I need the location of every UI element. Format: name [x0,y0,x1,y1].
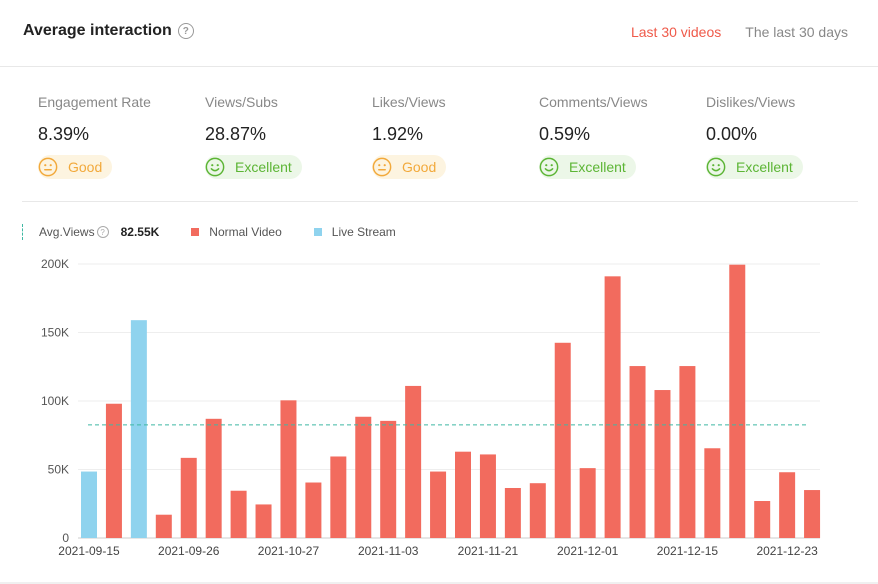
x-tick-label: 2021-12-01 [557,544,619,558]
rating-badge: Excellent [539,155,636,179]
metric-label: Likes/Views [372,94,446,110]
normal-video-bar [529,483,546,538]
period-tabs: Last 30 videos The last 30 days [631,24,848,40]
x-tick-label: 2021-12-15 [657,544,719,558]
smile-face-icon [539,157,559,177]
y-tick-label: 0 [62,531,69,545]
legend-live-label: Live Stream [331,225,396,239]
x-tick-label: 2021-09-26 [158,544,220,558]
live-stream-bar [81,471,97,538]
smile-face-icon [706,157,726,177]
section-title-wrap: Average interaction ? [23,22,194,40]
avg-line-marker [22,224,23,240]
metric-label: Engagement Rate [38,94,151,110]
normal-video-bar [455,451,471,538]
normal-video-bar [579,468,596,538]
normal-video-bar [180,457,197,538]
rating-label: Excellent [736,159,793,175]
normal-video-bar [380,420,397,538]
metric-value: 0.00% [706,124,758,144]
metric-value: 8.39% [38,124,90,144]
normal-video-bar [729,264,746,538]
normal-video-bar [230,490,247,538]
metric-comments-views: Comments/Views 0.59% Excellent [539,94,706,183]
bottom-border [0,582,878,584]
metric-value: 28.87% [205,124,267,144]
metric-label: Views/Subs [205,94,278,110]
avg-views-label: Avg.Views [39,225,95,239]
normal-video-bar [804,490,821,538]
x-tick-label: 2021-11-03 [358,544,419,558]
views-bar-chart: 0 50K 100K 150K 200K 2021-09-15 2021-09-26 2021… [41,257,821,558]
normal-video-bar [504,487,521,538]
y-tick-label: 150K [41,326,69,340]
metric-engagement-rate: Engagement Rate 8.39% Good [38,94,205,183]
x-tick-label: 2021-09-15 [58,544,120,558]
normal-video-bar [280,400,297,538]
rating-badge: Excellent [205,155,302,179]
avg-views-value: 82.55K [120,225,160,239]
y-tick-label: 100K [41,394,69,408]
normal-video-bar [205,418,222,538]
avg-views-label-wrap: Avg.Views ? [39,225,109,239]
normal-video-bar [754,501,771,538]
help-icon[interactable]: ? [96,226,109,238]
section-divider [22,201,858,202]
x-tick-label: 2021-11-21 [458,544,519,558]
normal-video-bar [105,403,122,538]
rating-badge: Good [38,155,113,179]
help-icon[interactable]: ? [177,23,194,39]
neutral-face-icon [372,157,392,177]
smile-face-icon [205,157,225,177]
rating-badge: Excellent [706,155,803,179]
normal-video-bar [604,276,621,538]
chart-legend: Avg.Views ? 82.55K Normal Video Live Str… [22,223,428,241]
normal-video-bar [255,504,272,538]
normal-video-bar [305,482,322,538]
metric-value: 1.92% [372,124,424,144]
x-tick-label: 2021-12-23 [756,544,818,558]
normal-video-bar [779,472,796,538]
normal-video-bar [679,366,696,538]
normal-video-bar [355,416,372,538]
normal-video-bar [704,448,721,538]
metric-label: Comments/Views [539,94,648,110]
metric-likes-views: Likes/Views 1.92% Good [372,94,539,183]
section-header: Average interaction ? Last 30 videos The… [0,0,878,67]
normal-video-bar [430,471,447,538]
normal-video-bar [629,366,646,538]
rating-label: Good [402,159,437,175]
normal-video-bar [330,456,347,538]
section-title: Average interaction [23,22,172,39]
normal-video-bar [155,514,172,538]
metrics-row: Engagement Rate 8.39% Good Views/Subs 28… [38,94,873,183]
rating-label: Excellent [235,159,292,175]
metric-value: 0.59% [539,124,591,144]
y-tick-label: 50K [48,463,69,477]
y-tick-label: 200K [41,257,69,271]
legend-swatch-live [313,228,322,236]
live-stream-bar [130,320,147,538]
tab-last-30-videos[interactable]: Last 30 videos [630,24,722,40]
normal-video-bar [654,390,671,538]
rating-label: Excellent [569,159,626,175]
normal-video-bar [405,385,422,538]
metric-views-subs: Views/Subs 28.87% Excellent [205,94,372,183]
metric-label: Dislikes/Views [706,94,796,110]
legend-normal-video[interactable]: Normal Video [191,225,282,239]
normal-video-bar [479,454,496,538]
legend-live-stream[interactable]: Live Stream [313,225,396,239]
tab-last-30-days[interactable]: The last 30 days [745,24,848,40]
x-tick-label: 2021-10-27 [258,544,320,558]
rating-badge: Good [372,155,447,179]
legend-swatch-normal [191,228,200,236]
neutral-face-icon [38,157,58,177]
rating-label: Good [68,159,103,175]
metric-dislikes-views: Dislikes/Views 0.00% Excellent [706,94,873,183]
legend-normal-label: Normal Video [209,225,282,239]
normal-video-bar [554,342,571,538]
